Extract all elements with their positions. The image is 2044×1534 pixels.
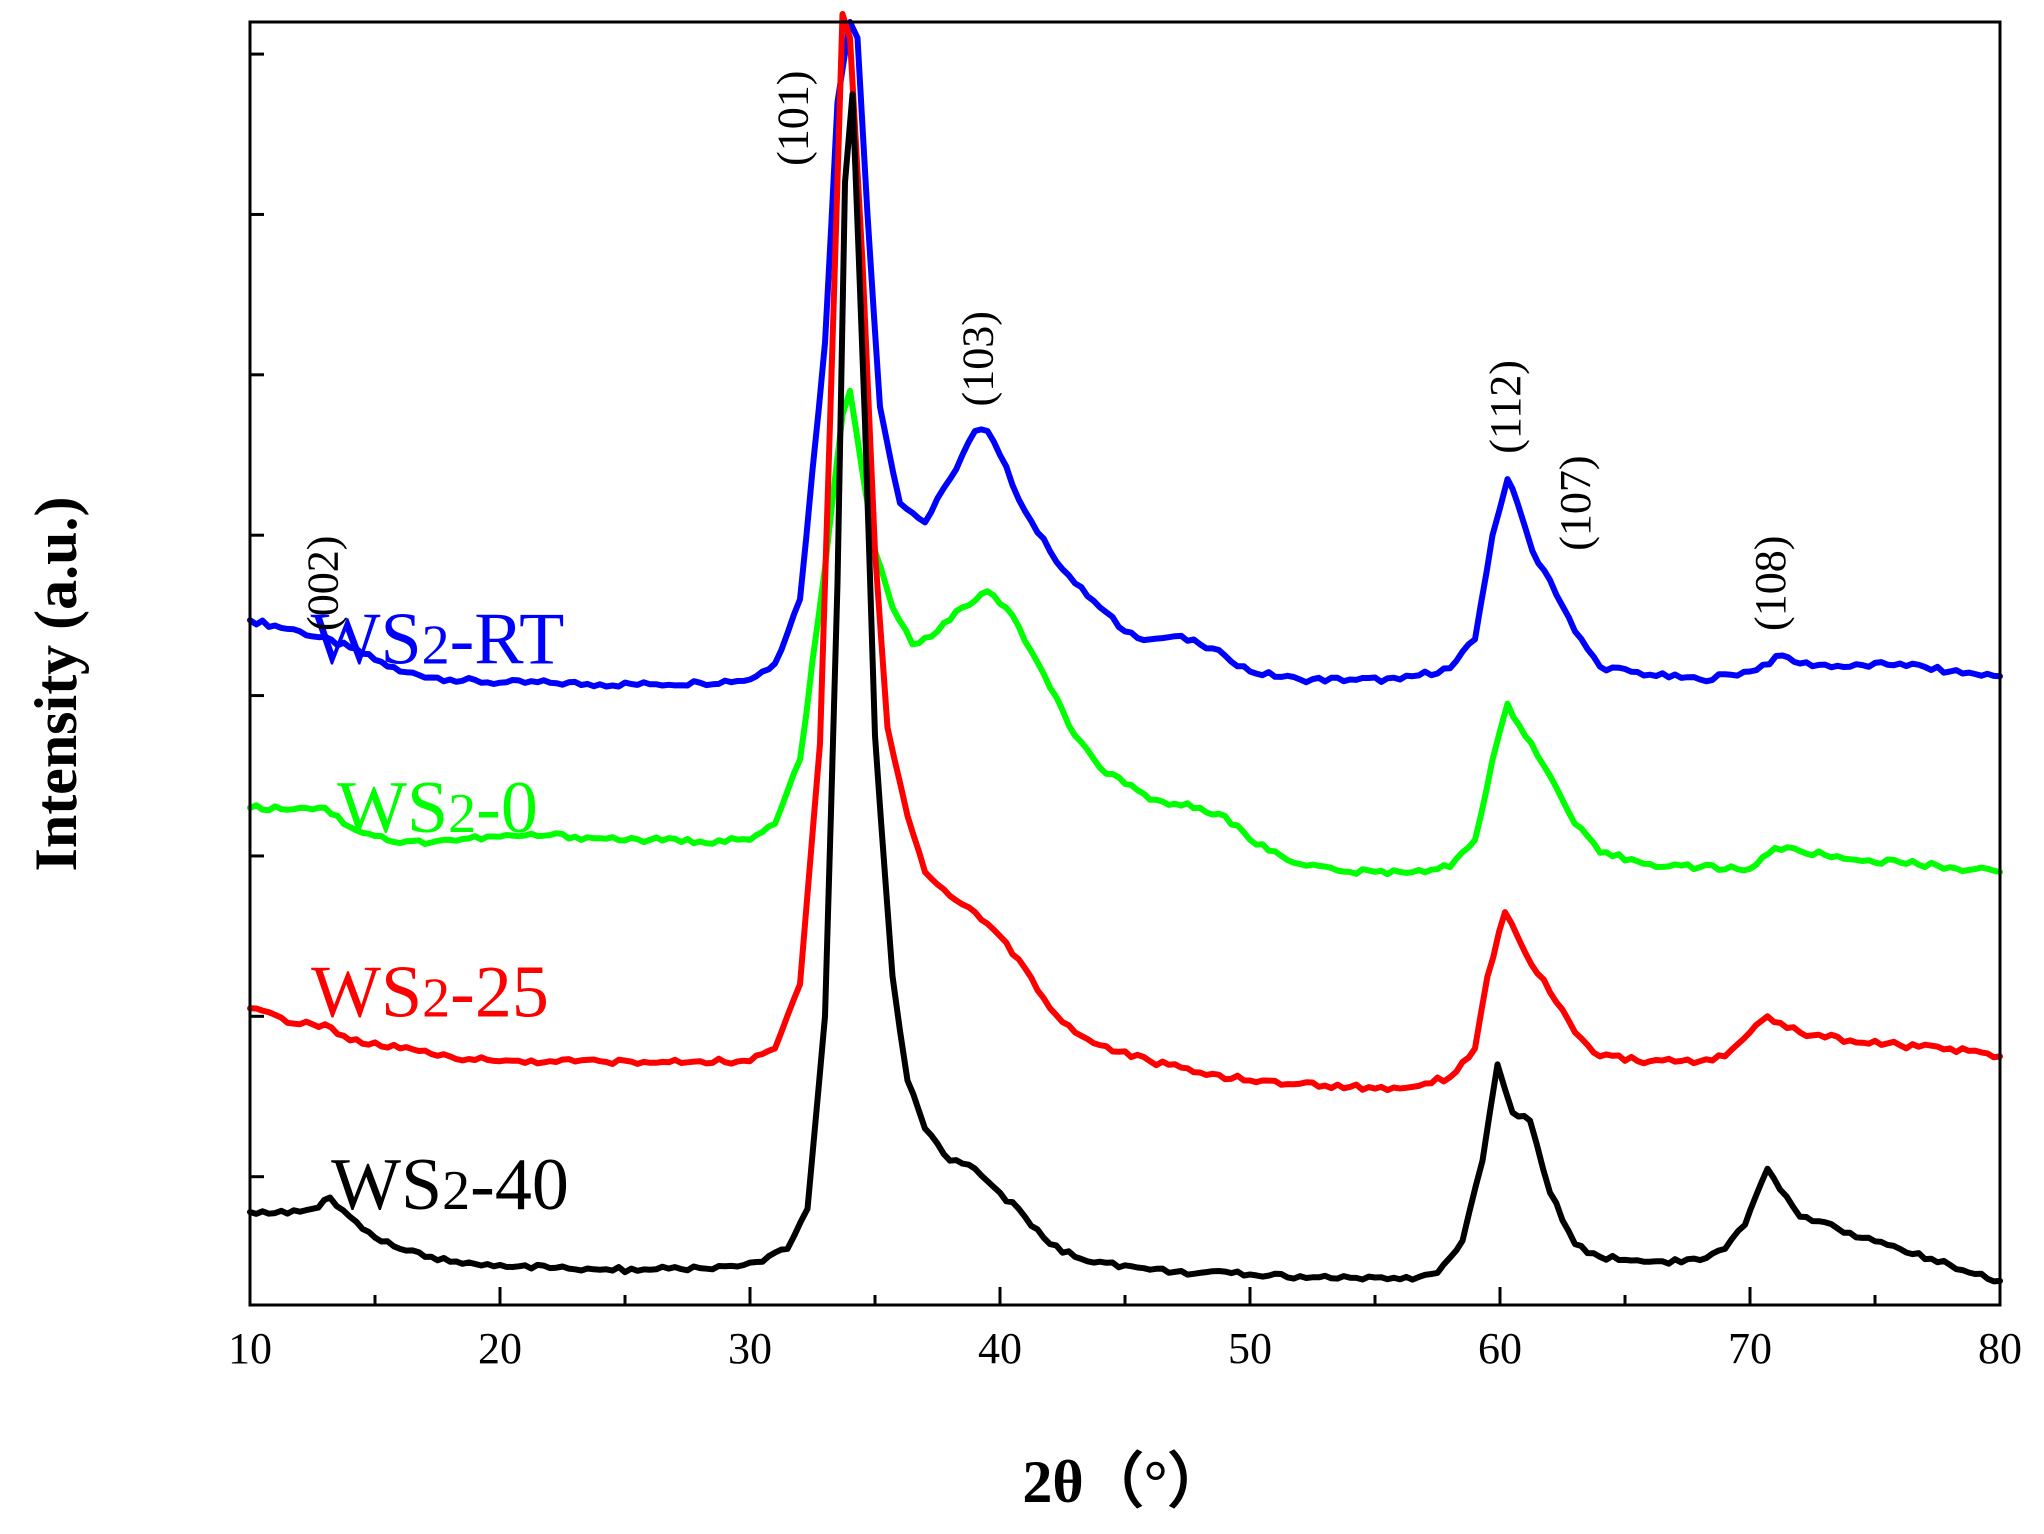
series-line-ws2-40 [247,91,2003,1285]
peak-label: (108) [1746,536,1795,631]
x-tick-label: 10 [228,1324,272,1373]
ticks-layer: 10 20 30 40 50 60 70 80 [228,52,2022,1373]
peak-label: (101) [769,71,818,166]
x-tick-label: 20 [478,1324,522,1373]
series-label-ws2-25: WS2-25 [311,951,549,1033]
series-label-ws2-rt: WS2-RT [311,599,565,681]
peak-label: (002) [299,536,348,631]
peak-label: (107) [1551,455,1600,550]
x-tick-label: 60 [1478,1324,1522,1373]
series-label-ws2-40: WS2-40 [331,1144,569,1226]
x-axis-title: 2θ（°） [1022,1448,1227,1515]
series-label-ws2-0: WS2-0 [337,767,538,849]
peak-label: (103) [954,311,1003,406]
series-line-ws2-25 [247,11,2003,1094]
x-tick-label: 70 [1728,1324,1772,1373]
series-line-ws2-rt [247,19,2003,690]
labels-layer: WS2-RT WS2-0 WS2-25 WS2-40 (002) (101) (103) (1… [299,71,1796,1226]
series-layer [247,11,2003,1285]
series-line-ws2-0 [247,387,2003,878]
x-tick-label: 40 [978,1324,1022,1373]
x-tick-label: 80 [1978,1324,2022,1373]
x-tick-label: 30 [728,1324,772,1373]
peak-label: (112) [1481,360,1530,454]
x-tick-label: 50 [1228,1324,1272,1373]
y-axis-title: Intensity (a.u.) [23,496,89,871]
